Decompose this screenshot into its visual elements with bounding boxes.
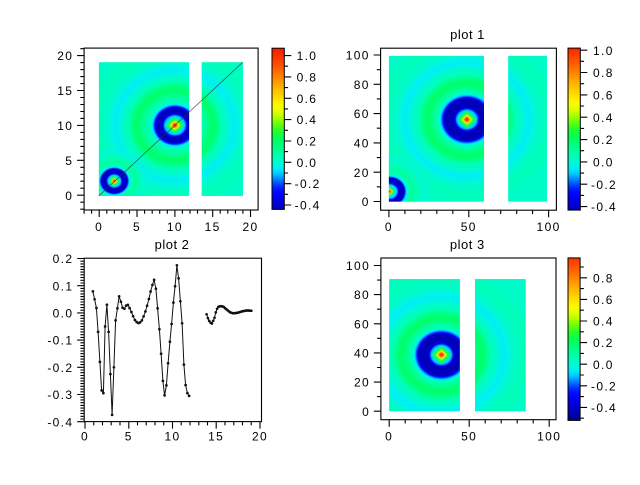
svg-text:-0.2: -0.2 [47, 361, 73, 375]
svg-text:20: 20 [354, 166, 370, 180]
svg-text:15: 15 [57, 84, 73, 98]
svg-text:100: 100 [537, 220, 561, 234]
svg-text:5: 5 [65, 154, 73, 168]
svg-text:0.8: 0.8 [297, 71, 318, 85]
svg-text:20: 20 [354, 376, 370, 390]
svg-text:0.4: 0.4 [593, 315, 614, 329]
svg-text:0.0: 0.0 [593, 156, 614, 170]
svg-text:0.2: 0.2 [593, 133, 614, 147]
svg-text:0: 0 [362, 195, 370, 209]
svg-text:50: 50 [461, 220, 477, 234]
svg-text:15: 15 [208, 430, 224, 444]
svg-text:plot 2: plot 2 [155, 237, 190, 252]
svg-text:0: 0 [65, 189, 73, 203]
svg-text:0.2: 0.2 [297, 135, 318, 149]
svg-text:10: 10 [57, 119, 73, 133]
svg-text:0.4: 0.4 [593, 111, 614, 125]
svg-text:0.6: 0.6 [593, 89, 614, 103]
svg-text:0.6: 0.6 [593, 293, 614, 307]
svg-text:-0.2: -0.2 [295, 177, 321, 191]
svg-text:-0.4: -0.4 [591, 401, 617, 415]
svg-text:20: 20 [57, 49, 73, 63]
svg-text:60: 60 [354, 107, 370, 121]
svg-text:0.8: 0.8 [593, 66, 614, 80]
svg-text:-0.4: -0.4 [47, 415, 73, 429]
svg-text:0.2: 0.2 [593, 336, 614, 350]
svg-text:20: 20 [242, 220, 258, 234]
svg-text:-0.1: -0.1 [47, 334, 73, 348]
svg-text:100: 100 [537, 430, 561, 444]
svg-text:0.2: 0.2 [53, 252, 74, 266]
svg-text:0: 0 [385, 430, 393, 444]
svg-text:60: 60 [354, 317, 370, 331]
svg-text:15: 15 [205, 220, 221, 234]
svg-text:80: 80 [354, 78, 370, 92]
svg-text:5: 5 [133, 220, 141, 234]
svg-text:0.8: 0.8 [593, 271, 614, 285]
svg-text:plot 3: plot 3 [450, 237, 485, 252]
svg-text:10: 10 [167, 220, 183, 234]
svg-text:0.0: 0.0 [53, 307, 74, 321]
svg-text:0: 0 [362, 405, 370, 419]
svg-text:0: 0 [81, 430, 89, 444]
svg-text:40: 40 [354, 137, 370, 151]
svg-text:10: 10 [164, 430, 180, 444]
svg-text:0.0: 0.0 [593, 358, 614, 372]
svg-text:0: 0 [95, 220, 103, 234]
svg-text:1.0: 1.0 [297, 49, 318, 63]
svg-text:plot 1: plot 1 [450, 27, 485, 42]
svg-text:20: 20 [252, 430, 268, 444]
svg-text:0.4: 0.4 [297, 113, 318, 127]
svg-text:50: 50 [461, 430, 477, 444]
svg-text:0.0: 0.0 [297, 156, 318, 170]
svg-text:0: 0 [385, 220, 393, 234]
svg-text:100: 100 [346, 259, 370, 273]
svg-text:5: 5 [125, 430, 133, 444]
svg-text:-0.3: -0.3 [47, 388, 73, 402]
svg-text:-0.2: -0.2 [591, 379, 617, 393]
svg-text:0.6: 0.6 [297, 92, 318, 106]
svg-text:40: 40 [354, 347, 370, 361]
svg-text:100: 100 [346, 49, 370, 63]
svg-text:-0.4: -0.4 [591, 200, 617, 214]
svg-text:0.1: 0.1 [53, 279, 74, 293]
svg-text:1.0: 1.0 [593, 44, 614, 58]
svg-text:80: 80 [354, 288, 370, 302]
svg-text:-0.4: -0.4 [295, 199, 321, 213]
svg-text:-0.2: -0.2 [591, 178, 617, 192]
